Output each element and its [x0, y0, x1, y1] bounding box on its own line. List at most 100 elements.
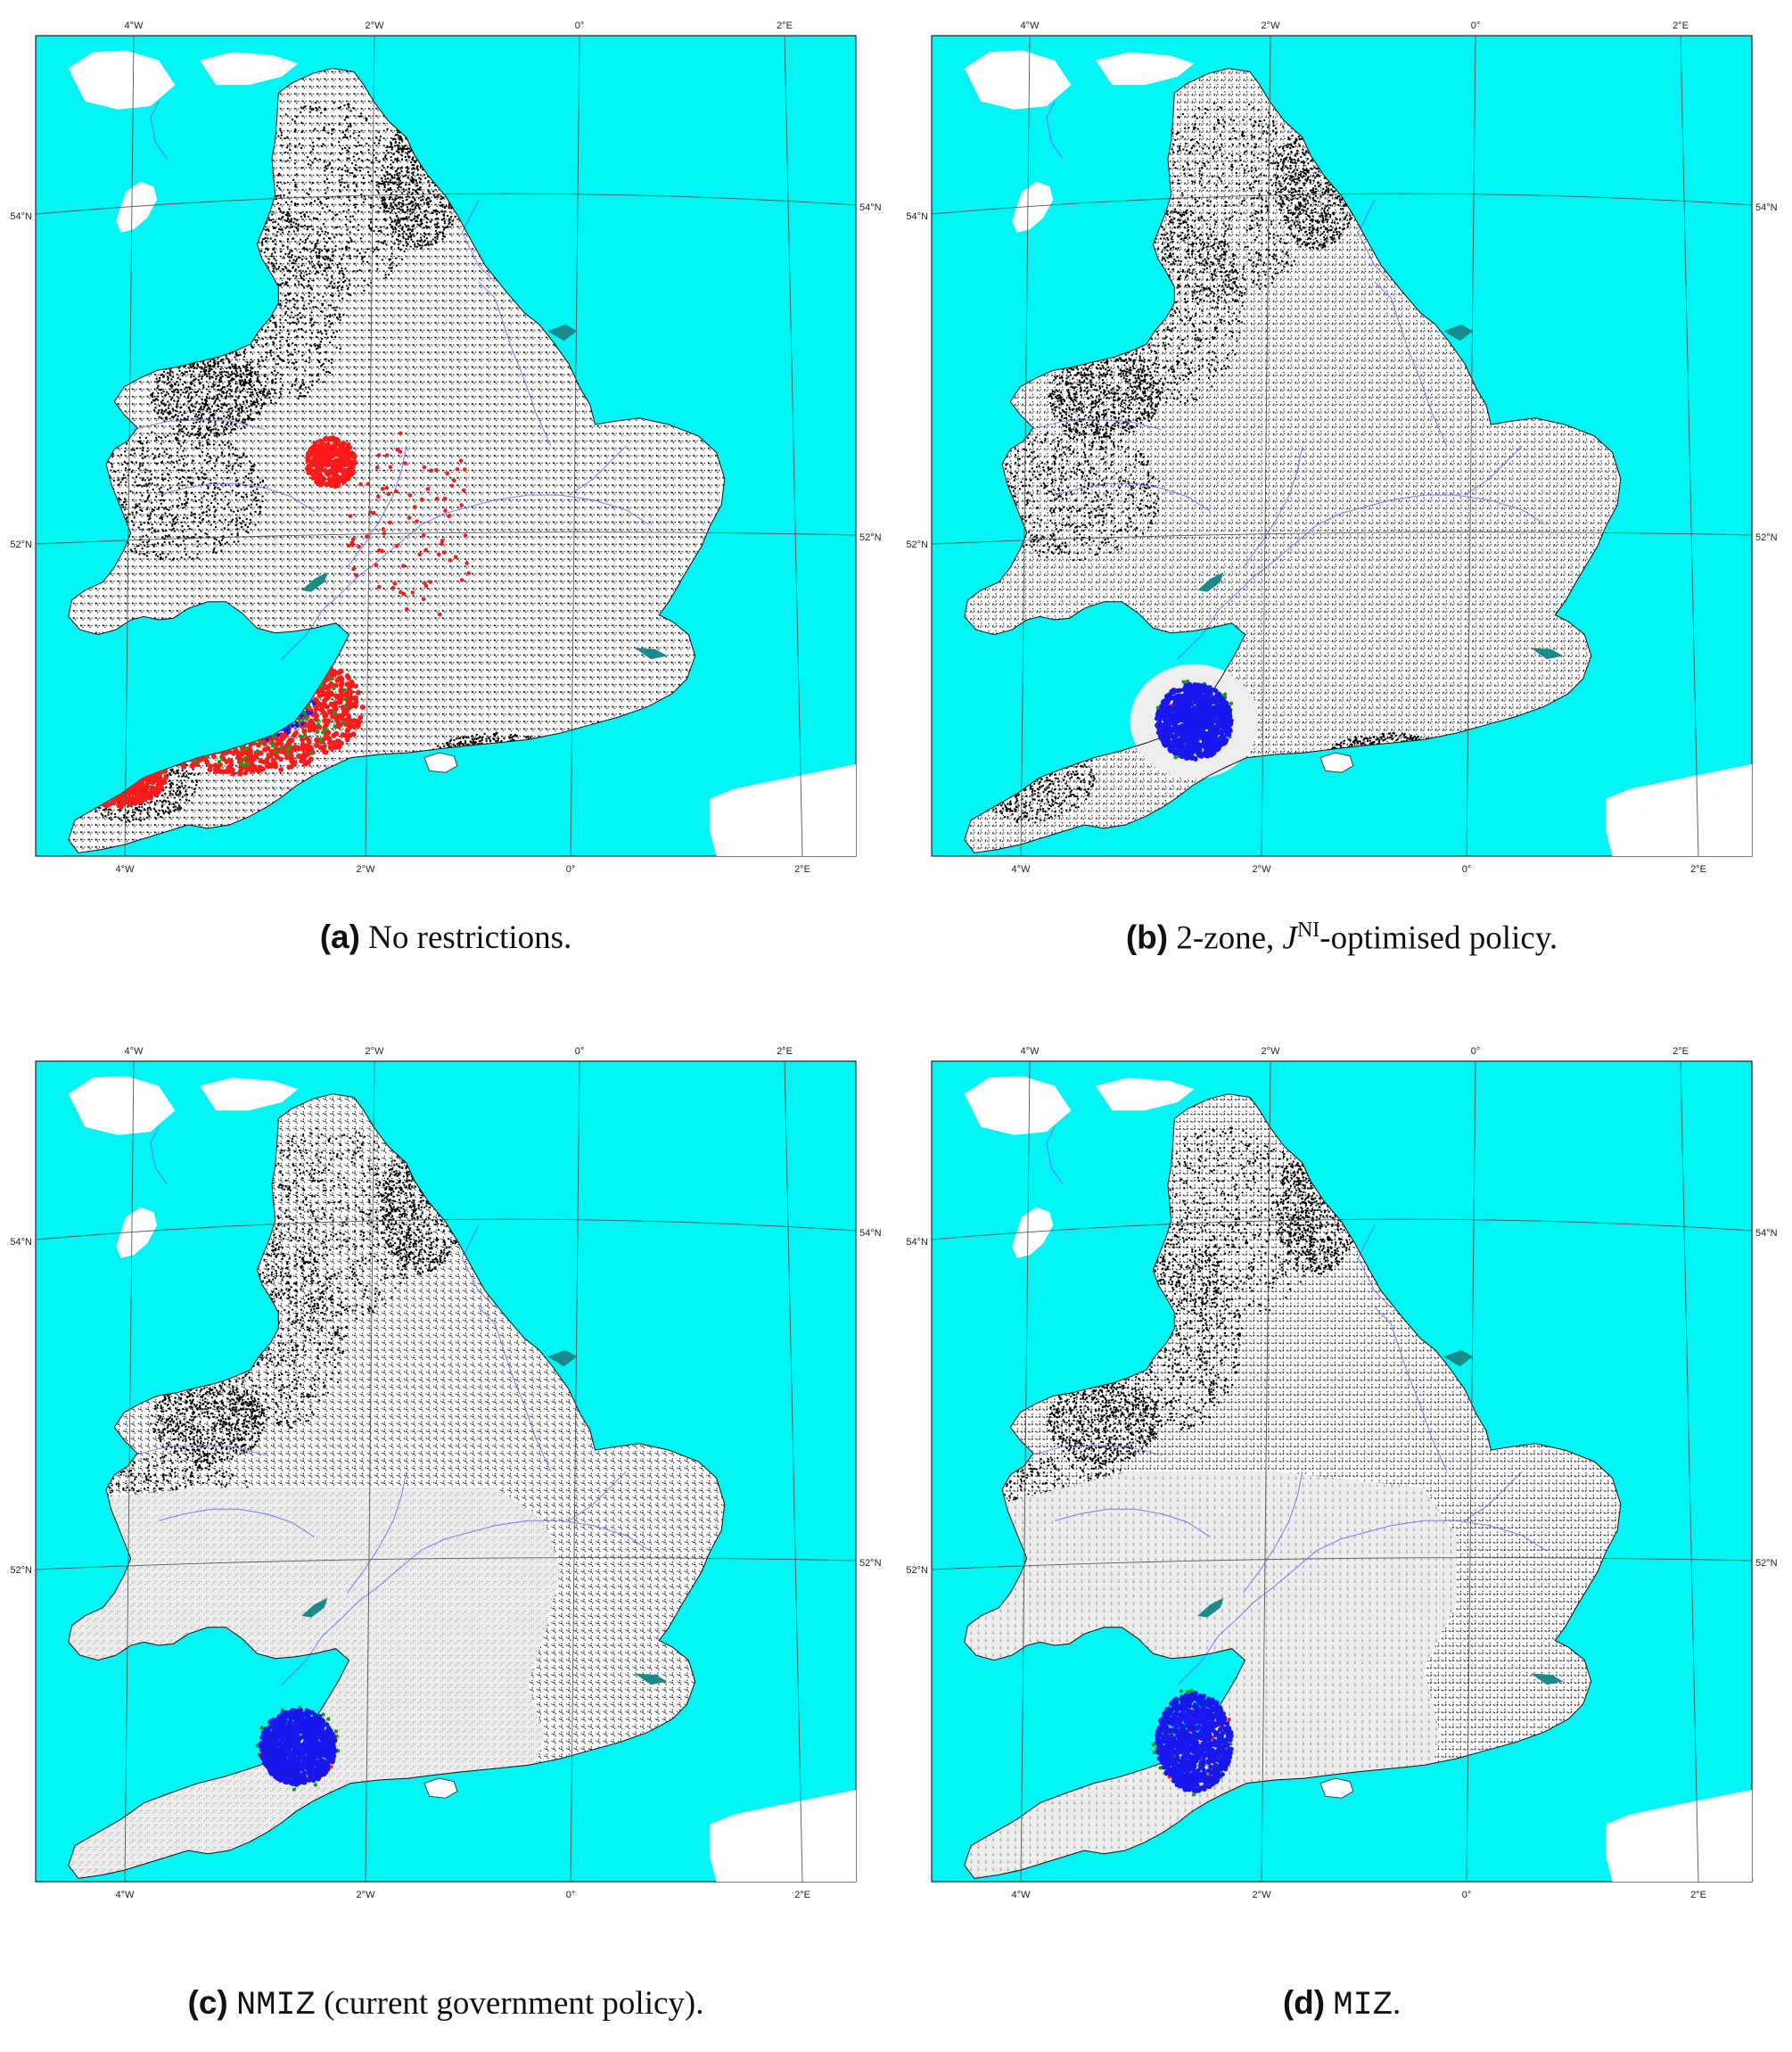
infected-premises	[1151, 1688, 1234, 1797]
isle-of-man	[116, 1207, 158, 1258]
lon-tick-top: 4°W	[125, 1046, 144, 1057]
scotland-landmass	[68, 1075, 299, 1135]
caption-d-text: .	[1393, 1985, 1401, 2022]
coastline	[68, 68, 726, 853]
lon-tick-top: 4°W	[125, 21, 144, 31]
lon-tick-bottom: 2°W	[1253, 864, 1272, 875]
lon-tick-top: 2°E	[777, 1046, 793, 1057]
lon-tick-top: 4°W	[1021, 1046, 1040, 1057]
lon-tick-bottom: 0°	[1462, 1890, 1472, 1900]
caption-a-label: (a)	[320, 919, 360, 955]
graticule	[35, 1060, 857, 1883]
scotland-landmass	[964, 50, 1195, 110]
lon-tick-bottom: 0°	[566, 1890, 576, 1900]
lon-tick-bottom: 2°E	[794, 1890, 810, 1900]
lon-tick-top: 2°E	[1673, 21, 1689, 31]
lat-tick-left: 52°N	[906, 540, 928, 550]
lon-tick-top: 0°	[1471, 1046, 1481, 1057]
lon-tick-bottom: 2°W	[357, 1890, 376, 1900]
lon-tick-top: 0°	[575, 21, 585, 31]
caption-b-sup: NI	[1297, 919, 1319, 942]
estuaries-layer	[301, 324, 668, 660]
lat-tick-left: 52°N	[906, 1565, 928, 1576]
infected-premises	[1154, 679, 1234, 762]
lon-tick-bottom: 2°E	[1690, 864, 1706, 875]
lon-tick-bottom: 0°	[1462, 864, 1472, 875]
lon-tick-bottom: 4°W	[1012, 1890, 1032, 1900]
isle-of-wight	[423, 1777, 458, 1799]
lon-tick-top: 2°W	[366, 21, 385, 31]
lon-tick-bottom: 4°W	[1012, 864, 1032, 875]
infected-blue-cluster	[1154, 1690, 1234, 1793]
rivers-layer	[1030, 1126, 1546, 1776]
lat-tick-right: 52°N	[1755, 532, 1778, 543]
lat-tick-left: 54°N	[10, 1237, 32, 1248]
lat-tick-left: 54°N	[906, 211, 928, 222]
lon-tick-top: 2°W	[366, 1046, 385, 1057]
panel-b: 4°W 4°W 2°W 2°W 0° 0° 2°E 2°E 54°N 52°N 54°N 52°N (…	[896, 0, 1788, 1026]
coastline	[964, 68, 1622, 853]
caption-c-code: NMIZ	[236, 1987, 316, 2024]
caption-b-label: (b)	[1126, 919, 1168, 955]
isle-of-wight	[423, 752, 458, 773]
infected-blue-cluster	[258, 1707, 338, 1787]
infected-red-cluster-north	[304, 435, 358, 490]
lat-tick-right: 52°N	[859, 1558, 882, 1569]
map-d: 4°W 4°W 2°W 2°W 0° 0° 2°E 2°E 54°N 52°N 54°N 52°N	[906, 1046, 1778, 1900]
isle-of-wight	[1319, 752, 1354, 773]
map-c: 4°W 4°W 2°W 2°W 0° 0° 2°E 2°E 54°N 52°N 54°N 52°N	[10, 1046, 882, 1900]
france-coast	[1606, 1789, 1752, 1882]
caption-d-code: MIZ	[1333, 1987, 1393, 2024]
lon-tick-top: 0°	[1471, 21, 1481, 31]
infected-blue-cluster	[1154, 681, 1234, 762]
graticule	[931, 1060, 1753, 1883]
lat-tick-right: 54°N	[859, 1228, 882, 1239]
map-b: 4°W 4°W 2°W 2°W 0° 0° 2°E 2°E 54°N 52°N 54°N 52°N	[906, 21, 1778, 875]
lon-tick-bottom: 2°E	[1690, 1890, 1706, 1900]
scotland-landmass	[68, 50, 299, 110]
lon-tick-bottom: 2°W	[1253, 1890, 1272, 1900]
caption-a-text: No restrictions.	[368, 919, 571, 956]
infected-red-scattered	[346, 431, 471, 617]
caption-b-pre: 2-zone,	[1176, 919, 1282, 956]
lon-tick-top: 2°W	[1262, 1046, 1281, 1057]
lat-tick-left: 54°N	[906, 1237, 928, 1248]
coastline	[68, 1093, 726, 1879]
caption-b-symbol: J	[1283, 919, 1297, 956]
france-coast	[710, 1789, 856, 1882]
lat-tick-right: 52°N	[859, 532, 882, 543]
isle-of-man	[1012, 181, 1054, 233]
lat-tick-left: 52°N	[10, 1565, 32, 1576]
map-a: 4°W 4°W 2°W 2°W 0° 0° 2°E 2°E 54°N 52°N 54°N 52°N	[10, 21, 882, 875]
caption-c-label: (c)	[188, 1984, 228, 2021]
caption-b-post: -optimised policy.	[1319, 919, 1558, 956]
france-coast	[1606, 763, 1752, 856]
france-coast	[710, 763, 856, 856]
lon-tick-bottom: 4°W	[116, 864, 136, 875]
panel-a: 4°W 4°W 2°W 2°W 0° 0° 2°E 2°E 54°N 52°N 54°N 52°N (…	[0, 0, 892, 1026]
estuaries-layer	[1197, 324, 1564, 660]
isle-of-wight	[1319, 1777, 1354, 1799]
lat-tick-right: 54°N	[1755, 1228, 1778, 1239]
lat-tick-right: 52°N	[1755, 1558, 1778, 1569]
caption-c-text: (current government policy).	[324, 1985, 703, 2022]
lon-tick-top: 0°	[575, 1046, 585, 1057]
caption-d: (d) MIZ.	[896, 1984, 1788, 2024]
graticule	[35, 35, 857, 857]
lon-tick-bottom: 4°W	[116, 1890, 136, 1900]
infected-premises	[255, 1705, 341, 1792]
panel-c: 4°W 4°W 2°W 2°W 0° 0° 2°E 2°E 54°N 52°N 54°N 52°N (…	[0, 1026, 892, 2051]
graticule	[931, 35, 1753, 857]
lon-tick-top: 4°W	[1021, 21, 1040, 31]
estuaries-layer	[301, 1349, 668, 1685]
lat-tick-right: 54°N	[859, 202, 882, 213]
lon-tick-top: 2°E	[777, 21, 793, 31]
isle-of-man	[1012, 1207, 1054, 1258]
estuaries-layer	[1197, 1349, 1564, 1685]
lat-tick-left: 52°N	[10, 540, 32, 550]
lon-tick-bottom: 2°W	[357, 864, 376, 875]
caption-d-label: (d)	[1283, 1984, 1325, 2021]
panel-d: 4°W 4°W 2°W 2°W 0° 0° 2°E 2°E 54°N 52°N 54°N 52°N (…	[896, 1026, 1788, 2051]
caption-a: (a) No restrictions.	[0, 919, 892, 957]
lon-tick-top: 2°W	[1262, 21, 1281, 31]
